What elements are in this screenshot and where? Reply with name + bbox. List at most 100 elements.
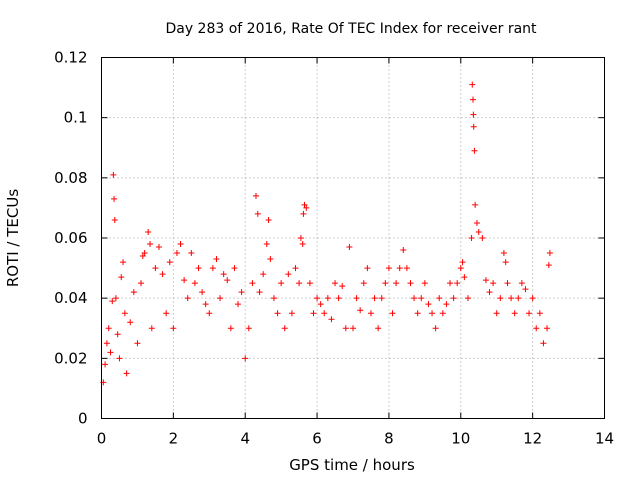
data-point — [202, 301, 209, 308]
data-point — [540, 340, 547, 347]
x-tick-label: 12 — [523, 430, 542, 448]
data-point — [138, 280, 145, 287]
data-point — [350, 325, 356, 332]
data-point — [461, 274, 468, 281]
data-point — [536, 310, 543, 317]
axis-ticks — [101, 57, 605, 419]
data-point — [227, 325, 234, 332]
data-point — [281, 325, 288, 332]
data-point — [493, 310, 500, 317]
data-point — [475, 228, 482, 235]
data-point — [418, 295, 425, 302]
data-point — [110, 171, 117, 178]
data-point — [285, 271, 292, 278]
data-point — [546, 250, 553, 257]
data-point — [403, 265, 410, 272]
data-point — [199, 289, 206, 296]
x-tick-label: 0 — [97, 430, 107, 448]
data-point — [245, 325, 252, 332]
data-point — [109, 298, 116, 305]
data-point — [353, 295, 360, 302]
data-point — [371, 295, 378, 302]
data-point — [486, 289, 493, 296]
data-point — [385, 265, 392, 272]
data-point — [296, 280, 303, 287]
x-tick-label: 14 — [595, 430, 614, 448]
data-point — [152, 265, 159, 272]
data-point — [303, 204, 310, 211]
data-point — [263, 241, 270, 248]
data-point — [181, 277, 188, 284]
grid-lines — [101, 57, 605, 419]
data-point — [148, 325, 155, 332]
data-point — [432, 325, 439, 332]
data-point — [163, 310, 170, 317]
data-point — [206, 310, 213, 317]
data-point — [278, 280, 285, 287]
data-point — [141, 250, 148, 257]
data-point — [375, 325, 382, 332]
data-point — [518, 280, 525, 287]
data-point — [195, 265, 202, 272]
data-point — [529, 295, 536, 302]
data-point — [111, 195, 118, 202]
data-point — [130, 289, 137, 296]
data-point — [159, 271, 166, 278]
data-point — [242, 355, 249, 362]
data-point — [191, 280, 198, 287]
data-point — [470, 111, 477, 118]
data-point — [470, 96, 477, 103]
data-point — [389, 310, 396, 317]
data-point — [118, 274, 125, 281]
y-tick-label: 0.12 — [54, 49, 87, 67]
data-point — [421, 280, 428, 287]
data-point — [260, 271, 267, 278]
data-point — [447, 280, 454, 287]
data-point — [470, 123, 477, 130]
data-point — [411, 295, 418, 302]
data-point — [414, 310, 421, 317]
data-point — [310, 310, 317, 317]
data-point — [274, 310, 281, 317]
data-point — [267, 256, 274, 263]
data-points — [100, 81, 553, 386]
data-point — [511, 310, 518, 317]
data-point — [450, 295, 457, 302]
data-point — [457, 265, 464, 272]
data-point — [213, 256, 220, 263]
data-point — [170, 325, 177, 332]
data-point — [500, 250, 507, 257]
y-tick-label: 0.04 — [54, 289, 87, 307]
data-point — [472, 201, 479, 208]
data-point — [256, 289, 263, 296]
data-point — [346, 244, 353, 251]
data-point — [249, 280, 256, 287]
data-point — [306, 280, 313, 287]
data-point — [508, 295, 515, 302]
data-point — [317, 301, 324, 308]
data-point — [114, 331, 121, 338]
data-point — [123, 370, 130, 377]
data-point — [357, 307, 364, 314]
data-point — [235, 301, 242, 308]
data-point — [134, 340, 141, 347]
x-tick-label: 4 — [240, 430, 250, 448]
data-point — [121, 310, 128, 317]
data-point — [184, 295, 191, 302]
data-point — [301, 201, 308, 208]
data-point — [314, 295, 321, 302]
data-point — [526, 310, 533, 317]
data-point — [270, 295, 277, 302]
data-point — [231, 265, 238, 272]
x-tick-label: 8 — [384, 430, 394, 448]
data-point — [299, 241, 306, 248]
data-point — [443, 301, 450, 308]
data-point — [265, 216, 272, 223]
x-axis-label: GPS time / hours — [289, 456, 415, 474]
data-point — [367, 310, 374, 317]
data-point — [482, 277, 489, 284]
data-point — [155, 244, 162, 251]
data-point — [188, 250, 195, 257]
data-point — [145, 228, 152, 235]
data-point — [400, 247, 407, 254]
